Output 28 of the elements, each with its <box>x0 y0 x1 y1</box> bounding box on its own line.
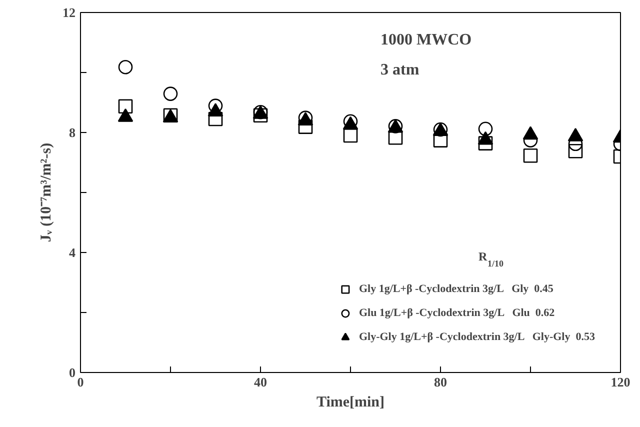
x-tick-label: 120 <box>610 374 630 390</box>
point <box>118 99 133 114</box>
point <box>208 98 223 113</box>
point <box>388 130 403 145</box>
point <box>568 144 583 158</box>
y-tick-label: 12 <box>62 5 76 20</box>
point <box>478 136 493 150</box>
x-tick-label: 40 <box>254 374 267 390</box>
point <box>253 108 268 123</box>
point <box>523 148 538 163</box>
point <box>163 86 178 101</box>
point <box>298 120 313 134</box>
annotation: 3 atm <box>380 62 420 78</box>
y-tick-label: 4 <box>69 245 76 260</box>
y-axis-title: Jᵥ (10⁻⁷m³/m²-s) <box>38 142 54 242</box>
y-tick-label: 0 <box>69 365 76 380</box>
legend-label: Gly-Gly 1g/L+β -Cyclodextrin 3g/L Gly-Gly 0.53 <box>358 331 595 343</box>
point <box>208 112 223 126</box>
legend-label: Glu 1g/L+β -Cyclodextrin 3g/L Glu 0.62 <box>358 307 555 319</box>
x-axis-title: Time[min] <box>316 394 385 410</box>
x-tick-label: 80 <box>434 374 447 390</box>
point <box>478 122 493 136</box>
point <box>433 133 448 148</box>
annotation: 1000 MWCO <box>380 32 472 48</box>
point <box>343 128 358 143</box>
point <box>118 60 133 74</box>
legend-label: Gly 1g/L+β -Cyclodextrin 3g/L Gly 0.45 <box>358 283 554 295</box>
y-tick-label: 8 <box>69 125 76 140</box>
